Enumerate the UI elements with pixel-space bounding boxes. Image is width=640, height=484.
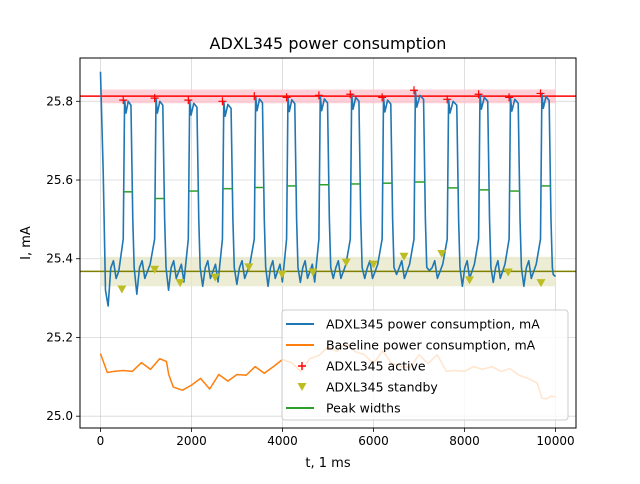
active-marker xyxy=(378,93,387,102)
x-axis-ticks: 0 2000 4000 6000 8000 10000 xyxy=(97,428,575,448)
standby-marker xyxy=(369,260,379,269)
legend-label: ADXL345 power consumption, mA xyxy=(326,317,540,332)
active-marker xyxy=(282,93,291,102)
legend: ADXL345 power consumption, mA Baseline po… xyxy=(281,309,569,421)
y-axis-label: I, mA xyxy=(19,226,34,260)
axes xyxy=(79,57,577,429)
y-tick-label: 25.0 xyxy=(46,409,73,423)
legend-label: ADXL345 active xyxy=(326,359,426,374)
x-tick-label: 6000 xyxy=(358,434,389,448)
x-tick-label: 2000 xyxy=(176,434,207,448)
active-marker xyxy=(410,86,419,95)
y-tick-label: 25.2 xyxy=(46,330,73,344)
standby-marker xyxy=(503,268,513,277)
active-marker xyxy=(443,95,452,104)
plot-frame xyxy=(79,57,577,429)
x-tick-label: 4000 xyxy=(267,434,298,448)
legend-box xyxy=(281,309,569,421)
legend-label: Peak widths xyxy=(326,401,401,416)
active-marker xyxy=(474,90,483,99)
active-marker xyxy=(250,92,259,101)
x-tick-label: 8000 xyxy=(449,434,480,448)
active-marker xyxy=(119,96,128,105)
standby-marker xyxy=(175,279,185,288)
consumption-series-line xyxy=(99,71,557,307)
standby-marker xyxy=(117,285,127,294)
y-tick-label: 25.8 xyxy=(46,94,73,108)
legend-swatch-plus xyxy=(298,362,306,370)
legend-swatch-triangle xyxy=(297,383,307,391)
standby-marker xyxy=(536,279,546,288)
active-marker xyxy=(184,96,193,105)
active-marker xyxy=(314,91,323,100)
y-tick-label: 25.6 xyxy=(46,173,73,187)
standby-marker xyxy=(150,265,160,274)
chart-title: ADXL345 power consumption xyxy=(210,34,447,53)
active-marker xyxy=(536,89,545,98)
legend-label: Baseline power consumption, mA xyxy=(326,338,536,353)
active-marker xyxy=(346,90,355,99)
standby-marker xyxy=(399,252,409,261)
standby-marker xyxy=(210,273,220,282)
x-axis-label: t, 1 ms xyxy=(305,456,350,471)
x-tick-label: 0 xyxy=(97,434,105,448)
x-tick-label: 10000 xyxy=(536,434,574,448)
standby-marker xyxy=(308,268,318,277)
standby-marker xyxy=(465,276,475,285)
active-marker xyxy=(150,94,159,103)
standby-marker xyxy=(341,258,351,267)
standby-marker xyxy=(277,270,287,279)
peak-markers xyxy=(117,86,551,294)
standby-marker xyxy=(437,250,447,259)
active-marker xyxy=(218,97,227,106)
y-tick-label: 25.4 xyxy=(46,252,73,266)
y-axis-ticks: 25.0 25.2 25.4 25.6 25.8 xyxy=(46,94,80,423)
standby-marker xyxy=(244,263,254,272)
reference-bands xyxy=(80,89,576,287)
legend-label: ADXL345 standby xyxy=(326,380,438,395)
active-marker xyxy=(505,93,514,102)
